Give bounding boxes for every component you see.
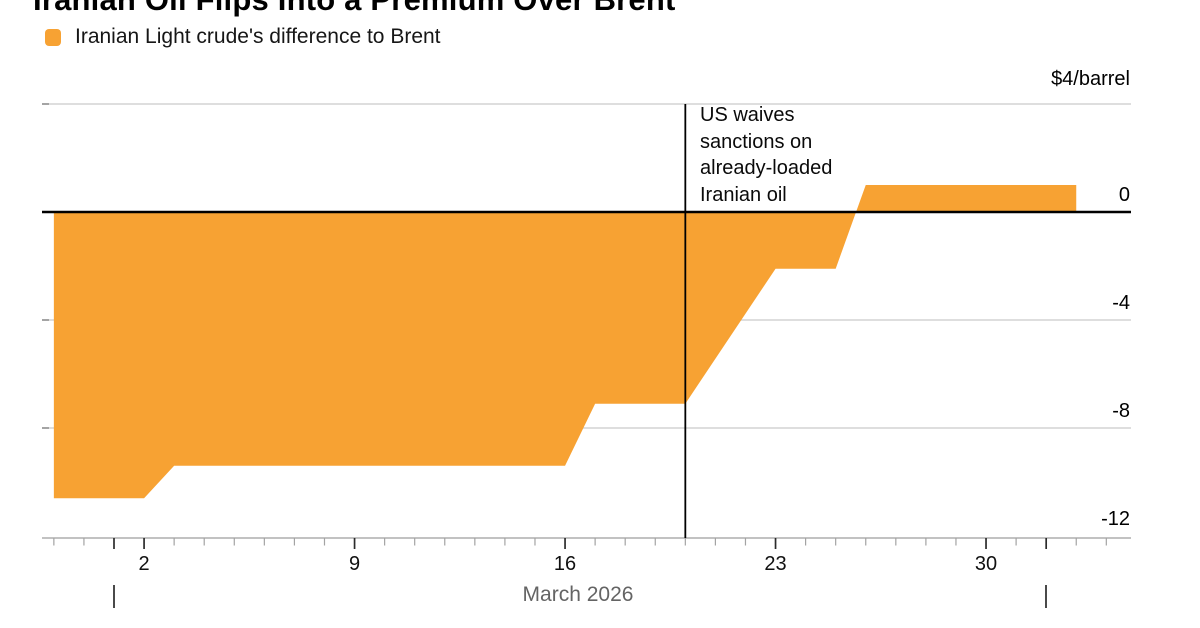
y-axis-unit-label: $4/barrel	[1051, 68, 1130, 90]
plot-area	[42, 101, 1131, 561]
legend-swatch-icon	[45, 28, 61, 46]
chart-canvas	[42, 103, 1131, 549]
x-axis-label: 23	[764, 553, 787, 575]
event-annotation-line: Iranian oil	[700, 183, 787, 206]
x-axis-label: 2	[138, 553, 150, 575]
event-annotation: US waives sanctions on already-loaded Irani…	[700, 102, 832, 208]
month-boundary-marker	[1045, 585, 1048, 608]
event-annotation-line: sanctions on	[700, 130, 813, 153]
y-axis-label: 0	[1118, 184, 1130, 206]
x-axis-label: 30	[974, 553, 998, 575]
event-annotation-line: already-loaded	[700, 157, 833, 179]
x-axis-label: 16	[553, 553, 577, 575]
legend: Iranian Light crude's difference to Bren…	[45, 25, 441, 49]
legend-label: Iranian Light crude's difference to Bren…	[75, 25, 441, 48]
x-axis-month-label: March 2026	[522, 583, 634, 606]
y-axis-label: -12	[1101, 508, 1130, 530]
y-axis-label: -8	[1112, 400, 1130, 422]
page-title: Iranian Oil Flips Into a Premium Over Br…	[33, 0, 676, 15]
x-axis-label: 9	[348, 553, 361, 575]
y-axis-label: -4	[1112, 292, 1130, 314]
event-annotation-line: US waives	[700, 104, 795, 126]
area-series	[53, 185, 1077, 499]
month-boundary-marker	[113, 585, 115, 608]
